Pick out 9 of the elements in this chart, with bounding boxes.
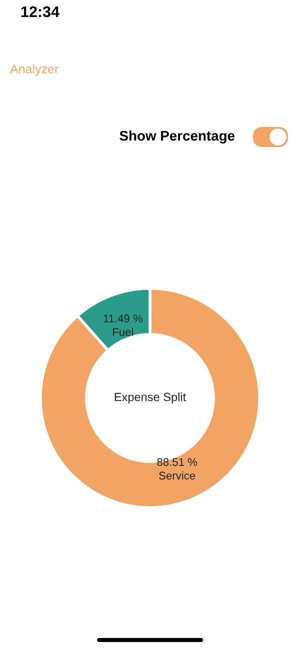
text: Show Percentage	[120, 130, 235, 144]
data-label: 88.51 %	[157, 458, 198, 466]
slice-label: Fuel	[113, 328, 133, 336]
text: Expense Split	[114, 392, 186, 404]
data-label: 11.49 %	[104, 314, 142, 322]
text: 12:34	[21, 6, 60, 18]
donut-slice	[39, 287, 261, 509]
slice-label: Service	[159, 471, 196, 480]
text: Analyzer	[10, 64, 58, 76]
